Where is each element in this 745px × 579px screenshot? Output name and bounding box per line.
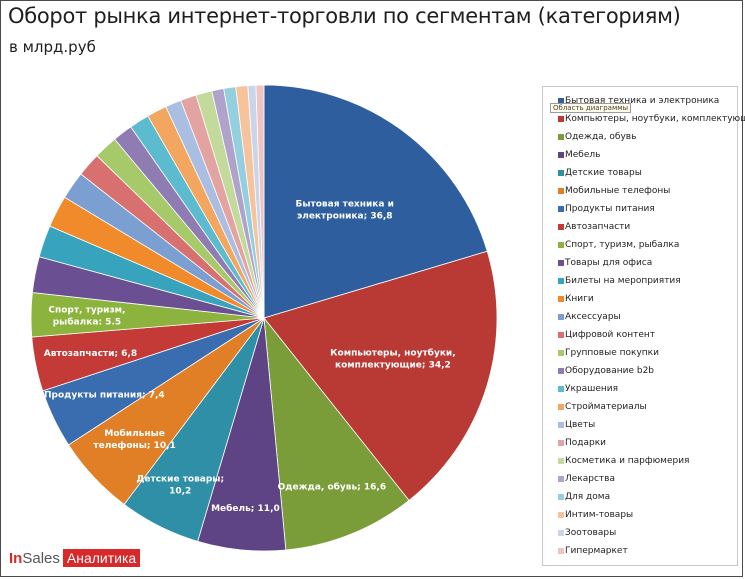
legend-item[interactable]: Интим-товары — [565, 510, 634, 520]
legend-item[interactable]: Билеты на мероприятия — [565, 276, 681, 286]
legend-swatch — [558, 206, 564, 212]
legend-swatch — [558, 350, 564, 356]
chart-area-tooltip: Область диаграммы — [550, 103, 632, 113]
pie-data-label: Бытовая техника и электроника; 36,8 — [296, 200, 394, 222]
legend-item[interactable]: Стройматериалы — [565, 402, 647, 412]
legend-swatch — [558, 314, 564, 320]
pie-data-label: Мобильные телефоны; 10,1 — [93, 428, 175, 451]
legend-swatch — [558, 296, 564, 302]
legend-swatch — [558, 386, 564, 392]
legend-swatch — [558, 170, 564, 176]
logo-tag: Аналитика — [62, 549, 141, 567]
pie-data-label: Детские товары; 10,2 — [136, 475, 224, 497]
legend-item[interactable]: Аксессуары — [565, 312, 621, 322]
legend-swatch — [558, 494, 564, 500]
logo-brand: InSales — [9, 550, 60, 567]
legend-item[interactable]: Цифровой контент — [565, 330, 656, 340]
legend-item[interactable]: Косметика и парфюмерия — [565, 456, 690, 466]
legend-swatch — [558, 332, 564, 338]
logo-brand-prefix: In — [9, 549, 23, 567]
legend-swatch — [558, 476, 564, 482]
pie-slice[interactable] — [263, 316, 410, 551]
legend-swatch — [558, 368, 564, 374]
legend-swatch — [558, 404, 564, 410]
legend-swatch — [558, 98, 564, 104]
logo-brand-suffix: Sales — [22, 549, 60, 567]
legend-item[interactable]: Для дома — [565, 492, 611, 502]
legend-item[interactable]: Зоотовары — [565, 528, 617, 538]
pie-slice[interactable] — [263, 250, 498, 501]
legend-swatch — [558, 152, 564, 158]
legend-swatch — [558, 242, 564, 248]
legend-swatch — [558, 278, 564, 284]
chart-legend[interactable]: Бытовая техника и электроника Компьютеры,… — [542, 86, 745, 566]
legend-swatch — [558, 440, 564, 446]
legend-swatch — [558, 512, 564, 518]
insales-logo: InSales Аналитика — [9, 549, 141, 567]
pie-slice[interactable] — [255, 84, 265, 319]
legend-item[interactable]: Спорт, туризм, рыбалка — [565, 240, 680, 250]
legend-swatch — [558, 116, 564, 122]
legend-swatch — [558, 422, 564, 428]
legend-item[interactable]: Компьютеры, ноутбуки, комплектующ — [565, 114, 745, 124]
legend-item[interactable]: Подарки — [565, 438, 607, 448]
legend-item[interactable]: Книги — [565, 294, 594, 304]
pie-data-label: Одежда, обувь; 16,6 — [278, 482, 387, 493]
pie-data-label: Автозапчасти; 6,8 — [44, 349, 137, 359]
legend-item[interactable]: Одежда, обувь — [565, 132, 637, 142]
legend-item[interactable]: Мобильные телефоны — [565, 186, 671, 196]
legend-item[interactable]: Украшения — [565, 384, 619, 394]
legend-swatch — [558, 530, 564, 536]
legend-item[interactable]: Цветы — [565, 420, 596, 430]
legend-swatch — [558, 188, 564, 194]
legend-swatch — [558, 224, 564, 230]
legend-item[interactable]: Групповые покупки — [565, 348, 659, 358]
pie-data-label: Продукты питания; 7,4 — [44, 391, 165, 401]
pie-data-label: Спорт, туризм, рыбалка: 5.5 — [48, 306, 125, 328]
legend-swatch — [558, 548, 564, 554]
legend-item[interactable]: Гипермаркет — [565, 546, 628, 556]
legend-item[interactable]: Продукты питания — [565, 204, 655, 214]
legend-item[interactable]: Детские товары — [565, 168, 642, 178]
legend-item[interactable]: Бытовая техника и электроника — [565, 96, 720, 106]
legend-item[interactable]: Мебель — [565, 150, 601, 160]
legend-item[interactable]: Оборудование b2b — [565, 366, 655, 376]
legend-item[interactable]: Автозапчасти — [565, 222, 631, 232]
legend-swatch — [558, 260, 564, 266]
chart-subtitle: в млрд.руб — [9, 38, 96, 56]
legend-swatch — [558, 458, 564, 464]
legend-item[interactable]: Товары для офиса — [565, 258, 653, 268]
pie-slice[interactable] — [263, 84, 488, 319]
legend-item[interactable]: Лекарства — [565, 474, 615, 484]
chart-title: Оборот рынка интернет-торговли по сегмен… — [8, 4, 681, 28]
pie-data-label: Мебель; 11,0 — [211, 503, 280, 514]
legend-swatch — [558, 134, 564, 140]
pie-data-label: Компьютеры, ноутбуки, комплектующие; 34,2 — [330, 348, 455, 371]
